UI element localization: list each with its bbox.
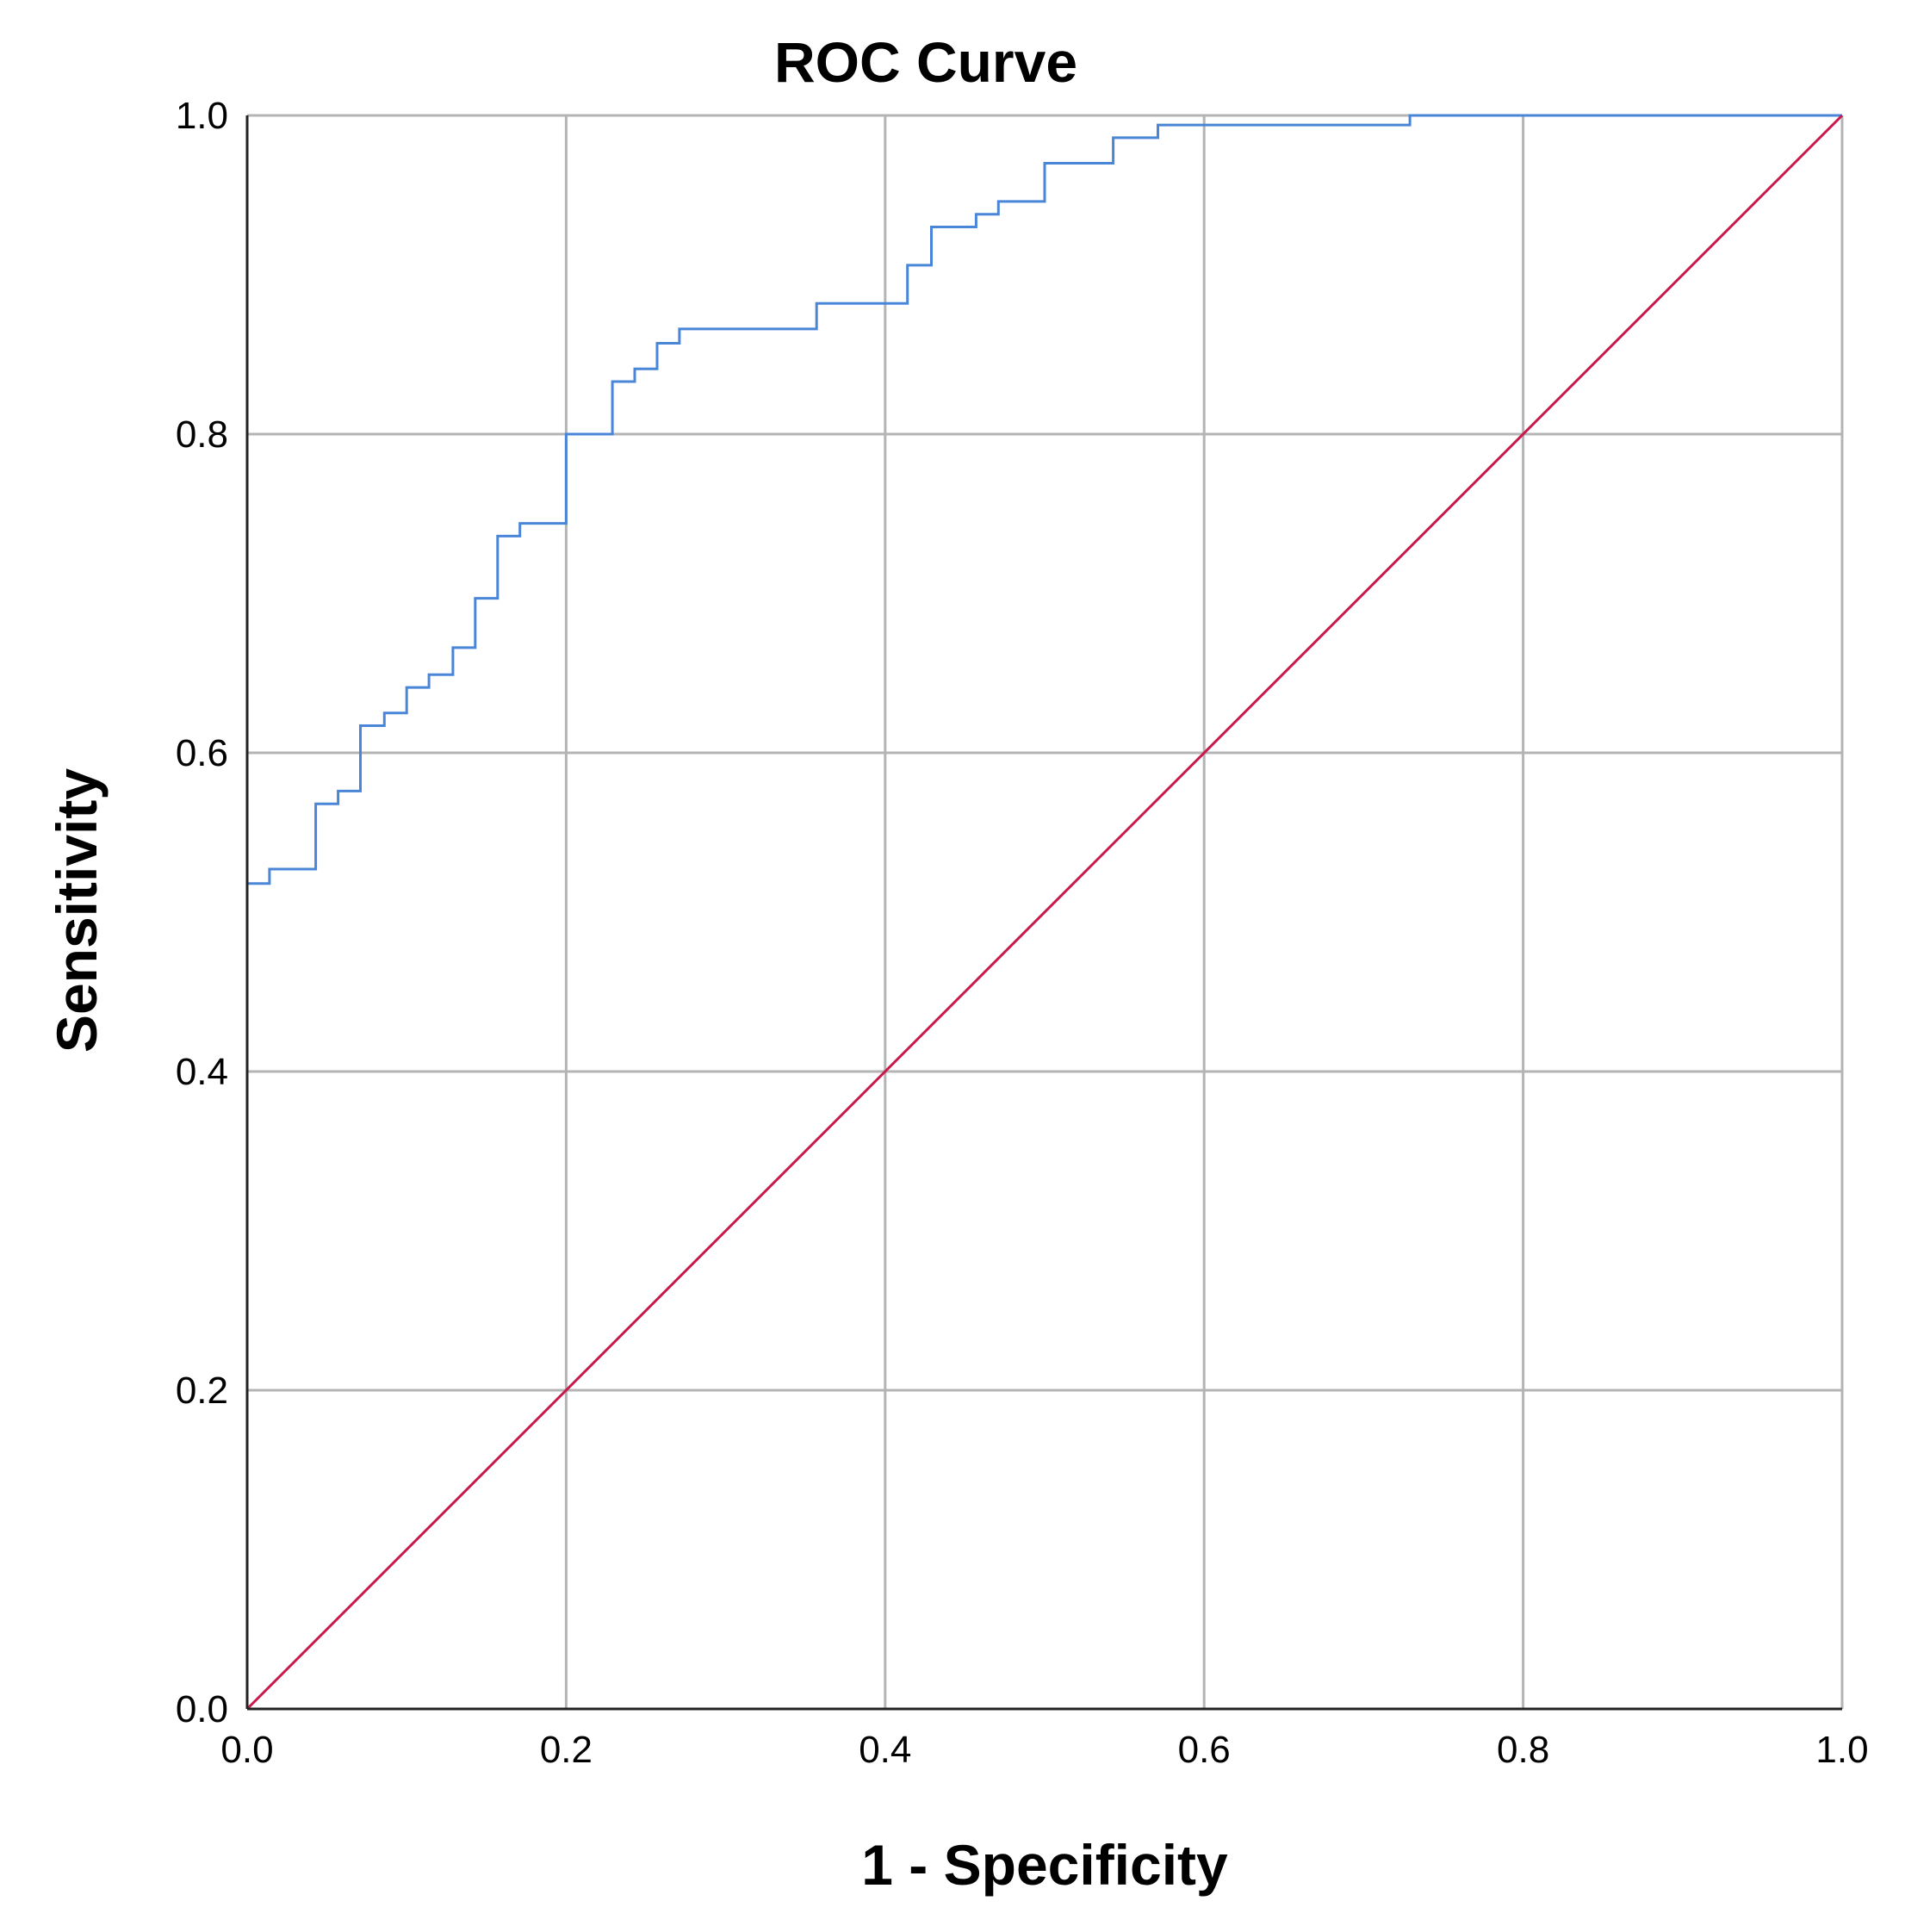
y-tick-label: 0.0 <box>176 1688 228 1730</box>
chart-title: ROC Curve <box>774 30 1077 94</box>
plot-frame <box>245 115 1842 1711</box>
roc-curve-line <box>245 114 1842 1709</box>
x-tick-label: 0.8 <box>1497 1729 1549 1771</box>
y-tick-label: 0.4 <box>176 1051 228 1093</box>
axis-ticks: 0.0 0.2 0.4 0.6 0.8 1.0 0.0 0.2 0.4 0.6 0.8 1.0 <box>176 95 1869 1771</box>
grid-lines <box>245 114 1844 1711</box>
x-tick-label: 0.4 <box>859 1729 911 1771</box>
y-axis-label: Sensitivity <box>45 768 109 1053</box>
reference-diagonal-line <box>245 114 1844 1711</box>
plot-series <box>245 114 1844 1711</box>
y-tick-label: 1.0 <box>176 95 228 137</box>
x-tick-label: 0.0 <box>220 1729 273 1771</box>
y-tick-label: 0.8 <box>176 413 228 456</box>
y-tick-label: 0.2 <box>176 1370 228 1412</box>
x-tick-label: 0.2 <box>540 1729 593 1771</box>
y-tick-label: 0.6 <box>176 732 228 774</box>
x-axis-label: 1 - Specificity <box>861 1833 1228 1897</box>
x-tick-label: 1.0 <box>1815 1729 1868 1771</box>
x-tick-label: 0.6 <box>1178 1729 1231 1771</box>
